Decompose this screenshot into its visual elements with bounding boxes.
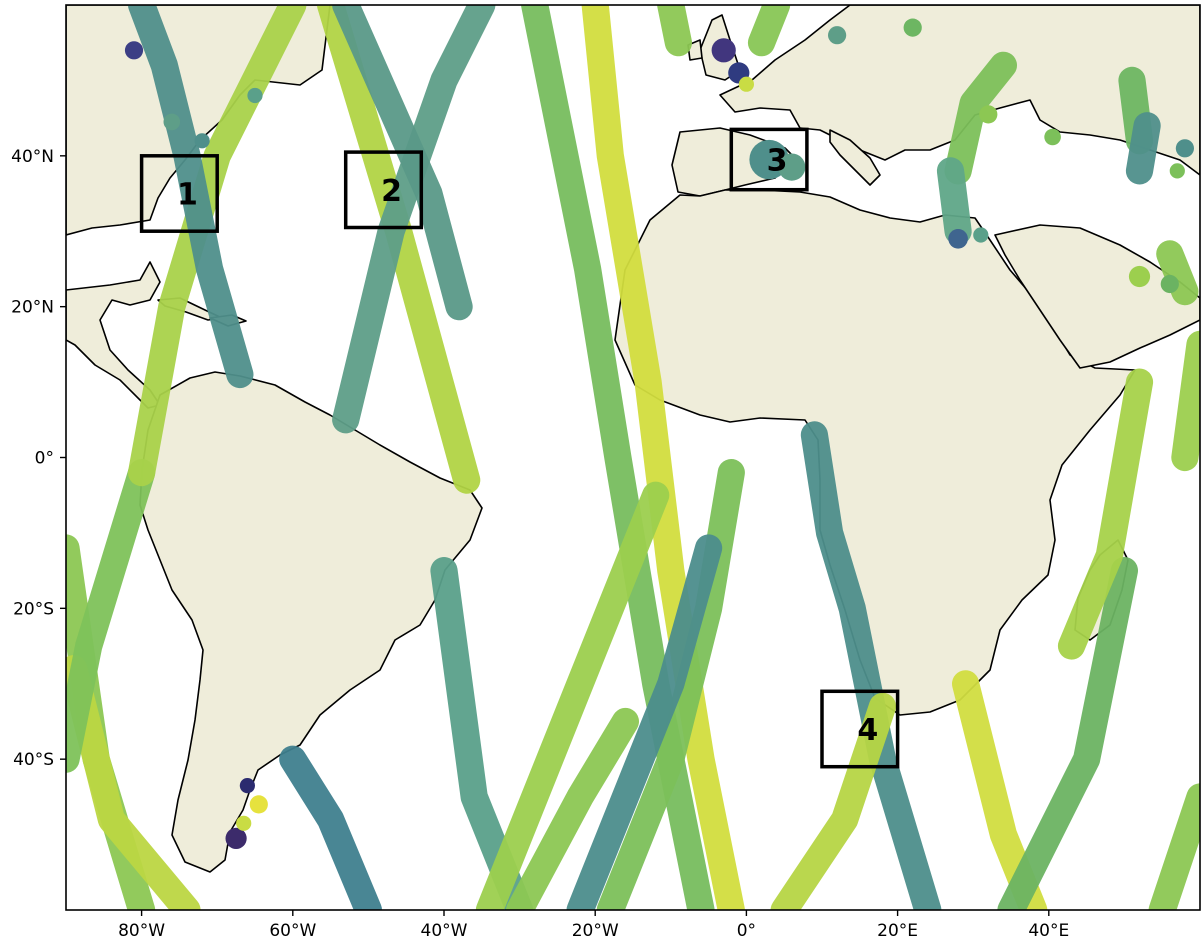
study-box-label-2: 2 [381, 174, 402, 209]
measurement-blob [236, 815, 252, 831]
measurement-blob [778, 153, 806, 181]
measurement-blob [948, 229, 968, 249]
x-tick-label: 40°W [421, 921, 468, 941]
x-tick-label: 80°W [118, 921, 165, 941]
satellite-track [657, 5, 693, 57]
measurement-blob [979, 105, 998, 124]
measurement-blob [711, 38, 736, 63]
satellite-track [944, 51, 1018, 185]
satellite-track [279, 745, 382, 910]
satellite-track [1125, 112, 1161, 185]
satellite-track [581, 5, 745, 910]
satellite-track [430, 556, 534, 910]
landmass-arabia [994, 224, 1200, 369]
landmass-florida [66, 261, 161, 409]
measurement-blob [828, 26, 847, 45]
measurement-blob [194, 133, 210, 149]
study-box-label-3: 3 [767, 144, 788, 179]
study-boxes-layer: 1 2 3 4 [139, 127, 900, 769]
measurement-blob [163, 113, 181, 131]
x-tick-label: 0° [737, 921, 756, 941]
y-tick-label: 0° [35, 449, 54, 469]
measurement-blob [239, 778, 255, 794]
measurement-blob [1128, 265, 1151, 288]
map-layers [66, 5, 1200, 910]
measurement-blob [124, 41, 144, 60]
satellite-track [1156, 240, 1199, 306]
study-box-2 [343, 150, 424, 230]
measurement-blobs-layer [124, 18, 1194, 850]
study-box-3 [729, 127, 809, 192]
satellite-track [566, 534, 723, 910]
measurement-blob [1160, 274, 1179, 294]
measurement-blob [738, 76, 755, 92]
study-box-label-4: 4 [857, 713, 878, 748]
satellite-tracks-layer [66, 5, 1200, 910]
satellite-track [505, 707, 640, 910]
study-box-1 [139, 154, 219, 233]
satellite-track [475, 481, 670, 910]
study-box-label-1: 1 [177, 178, 198, 213]
satellite-track [800, 421, 942, 910]
y-tick-label: 40°S [13, 750, 54, 770]
y-tick-label: 40°N [11, 147, 54, 167]
satellite-track [332, 5, 473, 321]
satellite-track [936, 157, 972, 245]
measurement-blob [249, 795, 268, 814]
satellite-track [66, 459, 156, 773]
measurement-blob [247, 87, 263, 104]
x-tick-label: 20°E [877, 921, 918, 941]
measurement-blob [1044, 128, 1061, 146]
study-box-4 [820, 689, 900, 769]
measurement-blob [225, 827, 247, 850]
satellite-track [997, 556, 1139, 910]
y-tick-label: 20°N [11, 298, 54, 318]
land-layer [66, 5, 1200, 873]
measurement-blob [1175, 139, 1194, 158]
satellite-track [1148, 783, 1200, 910]
x-tick-label: 20°W [572, 921, 619, 941]
satellite-track [1171, 330, 1200, 472]
measurement-blob [1169, 163, 1185, 179]
x-tick-label: 60°W [269, 921, 316, 941]
measurement-blob [973, 227, 989, 243]
x-tick-label: 40°E [1028, 921, 1069, 941]
satellite-track [747, 5, 791, 57]
landmass-eurasia [719, 5, 1200, 176]
satellite-track [596, 459, 745, 910]
measurement-blob [903, 18, 922, 37]
satellite-track [1057, 368, 1154, 660]
x-axis-ticks: 80°W 60°W 40°W 20°W 0° 20°E 40°E [118, 910, 1069, 941]
y-tick-label: 20°S [13, 599, 54, 619]
satellite-track [770, 692, 897, 910]
y-axis-ticks: 40°N 20°N 0° 20°S 40°S [11, 147, 66, 770]
landmass-italy [829, 129, 881, 186]
